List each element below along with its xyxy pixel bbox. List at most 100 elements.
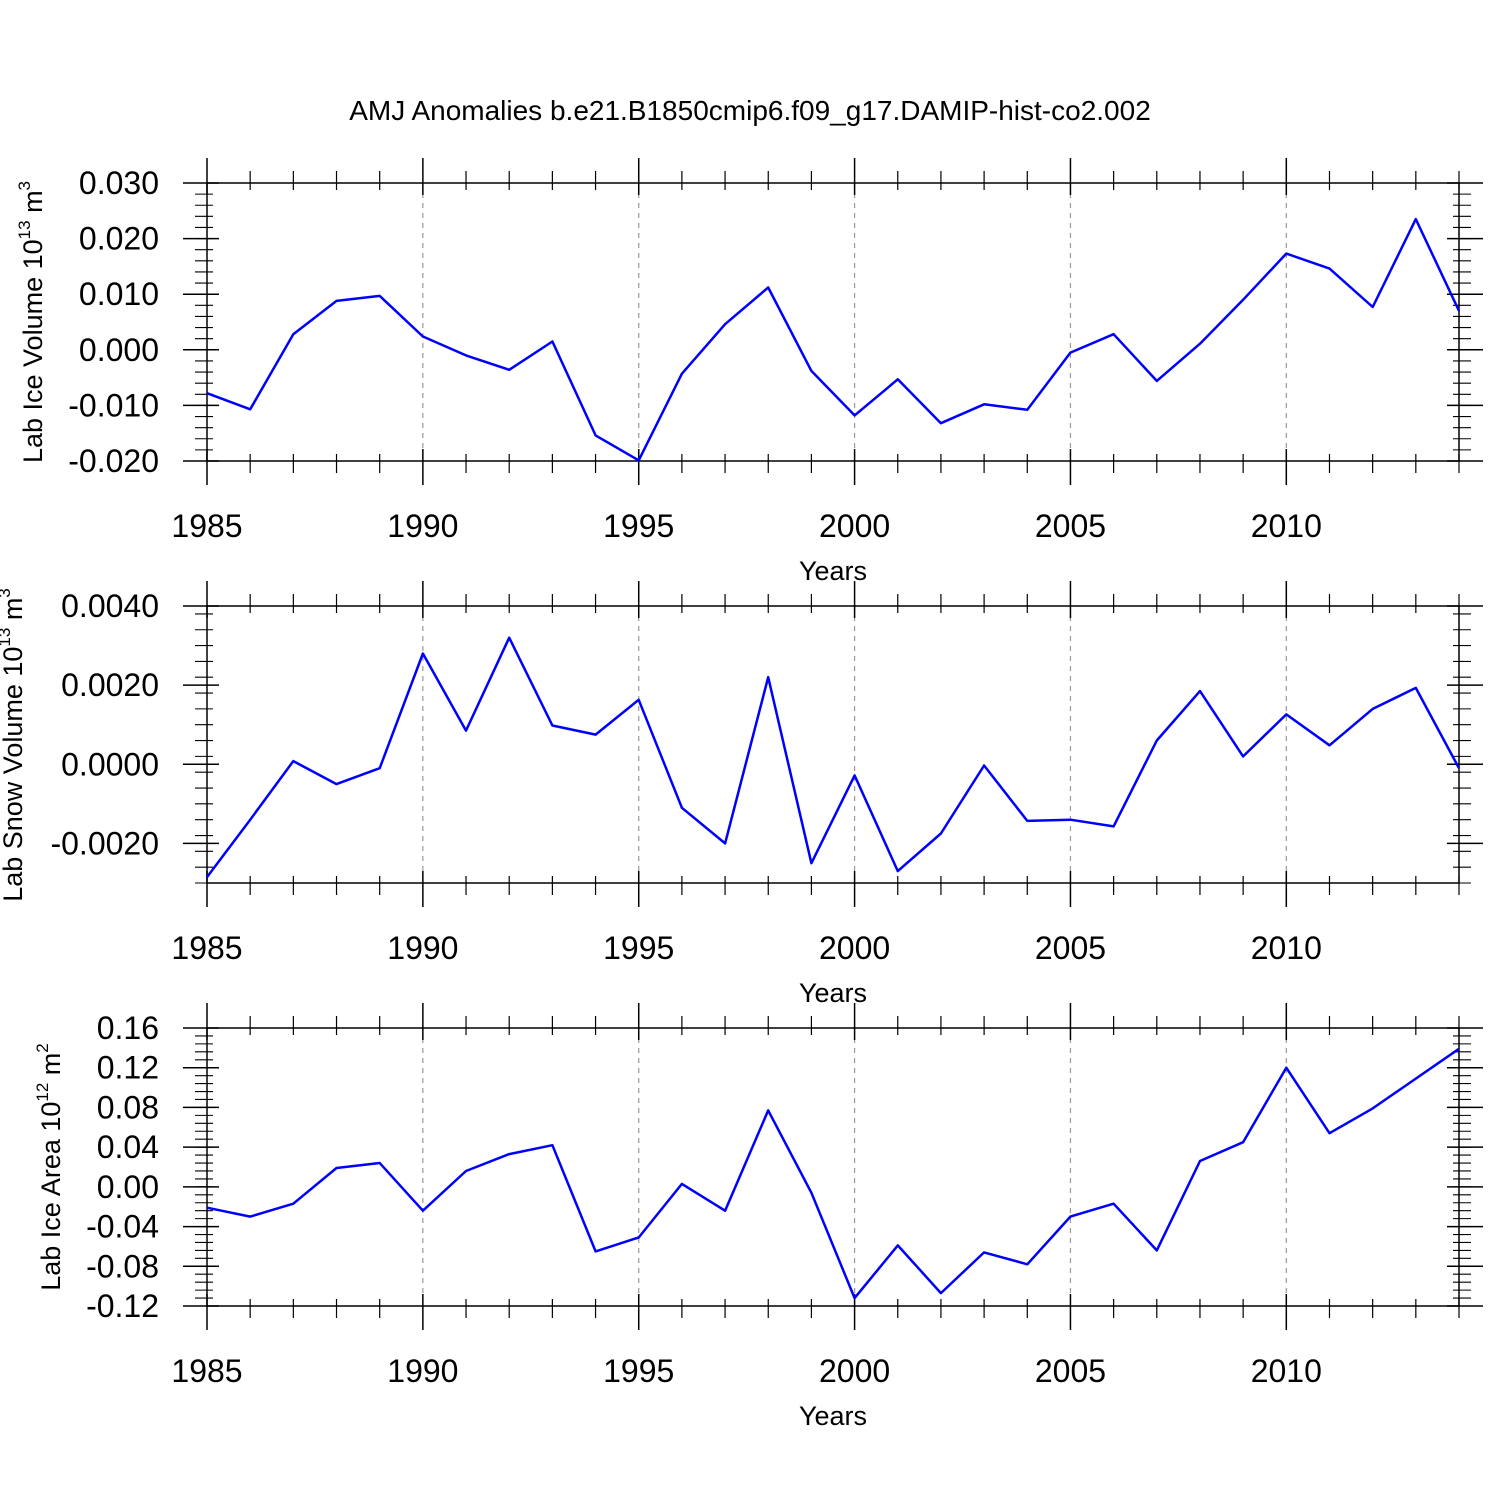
- x-tick-label: 1985: [171, 508, 242, 544]
- data-point: [205, 875, 209, 879]
- y-tick-label: -0.020: [68, 443, 159, 479]
- data-point: [1327, 1131, 1331, 1135]
- y-tick-label: 0.16: [97, 1010, 159, 1046]
- data-point: [1155, 1248, 1159, 1252]
- x-tick-label: 1995: [603, 930, 674, 966]
- data-point: [637, 458, 641, 462]
- panel-lab-ice-area: -0.12 -0.08-0.04 0.00 0.04 0.080.12 0.16 1985 1…: [33, 1003, 1483, 1431]
- x-tick-label: 2010: [1251, 930, 1322, 966]
- data-point: [1284, 252, 1288, 256]
- y-axis-label: Lab Ice Volume 1013 m3: [15, 181, 48, 463]
- data-point: [205, 1206, 209, 1210]
- data-point: [939, 832, 943, 836]
- data-point: [1284, 712, 1288, 716]
- data-point: [1414, 686, 1418, 690]
- x-tick-label: 2005: [1035, 508, 1106, 544]
- y-tick-label: -0.010: [68, 387, 159, 423]
- y-tick-label: 0.0040: [61, 588, 159, 624]
- data-point: [1155, 739, 1159, 743]
- data-point: [896, 377, 900, 381]
- data-point: [594, 433, 598, 437]
- data-point: [1112, 824, 1116, 828]
- data-point: [982, 763, 986, 767]
- x-tick-label: 1985: [171, 1353, 242, 1389]
- data-point: [1327, 267, 1331, 271]
- series-line: [206, 636, 1461, 878]
- plot-frame: [206, 605, 1460, 884]
- data-point: [205, 391, 209, 395]
- data-point: [896, 1243, 900, 1247]
- data-point: [723, 1209, 727, 1213]
- data-point: [335, 1166, 339, 1170]
- y-tick-label: 0.0020: [61, 667, 159, 703]
- series-line: [206, 1047, 1460, 1300]
- plot-frame: [206, 1027, 1460, 1307]
- data-point: [1025, 408, 1029, 412]
- x-tick-label: 1985: [171, 930, 242, 966]
- y-tick-label: 0.010: [79, 276, 159, 312]
- x-tick-label: 2010: [1251, 508, 1322, 544]
- x-axis-label: Years: [799, 1401, 867, 1431]
- x-axis-label: Years: [799, 556, 867, 586]
- y-tick-label: -0.08: [86, 1248, 159, 1284]
- data-point: [896, 869, 900, 873]
- x-tick-label: 2000: [819, 508, 890, 544]
- data-point: [637, 698, 641, 702]
- data-point: [766, 1108, 770, 1112]
- series-line: [206, 217, 1461, 462]
- x-tick-label: 1990: [387, 930, 458, 966]
- data-point: [1371, 707, 1375, 711]
- data-point: [766, 675, 770, 679]
- data-point: [550, 1143, 554, 1147]
- data-point: [1198, 342, 1202, 346]
- data-point: [1457, 766, 1461, 770]
- data-point: [809, 861, 813, 865]
- data-point: [1112, 332, 1116, 336]
- y-tick-label: 0.000: [79, 332, 159, 368]
- data-point: [1457, 309, 1461, 313]
- data-point: [809, 1191, 813, 1195]
- y-tick-label: 0.0000: [61, 746, 159, 782]
- data-point: [1241, 298, 1245, 302]
- y-tick-label: 0.04: [97, 1129, 159, 1165]
- data-point: [421, 1209, 425, 1213]
- data-point: [1068, 818, 1072, 822]
- y-tick-label: 0.08: [97, 1089, 159, 1125]
- data-point: [378, 1161, 382, 1165]
- data-point: [291, 759, 295, 763]
- data-point: [680, 806, 684, 810]
- data-point: [680, 1182, 684, 1186]
- data-point: [464, 729, 468, 733]
- data-point: [421, 651, 425, 655]
- data-point: [464, 1169, 468, 1173]
- data-point: [1068, 1215, 1072, 1219]
- figure-title: AMJ Anomalies b.e21.B1850cmip6.f09_g17.D…: [349, 95, 1151, 126]
- data-point: [291, 332, 295, 336]
- y-tick-label: 0.020: [79, 221, 159, 257]
- x-tick-label: 1995: [603, 1353, 674, 1389]
- data-point: [853, 773, 857, 777]
- data-point: [1371, 1106, 1375, 1110]
- panel-lab-snow-volume: -0.0020 0.0000 0.0020 0.0040 1985 1990 1995 200…: [0, 581, 1483, 1008]
- data-point: [421, 334, 425, 338]
- y-tick-label: 0.00: [97, 1169, 159, 1205]
- data-point: [809, 369, 813, 373]
- x-tick-label: 1990: [387, 508, 458, 544]
- x-tick-label: 1995: [603, 508, 674, 544]
- x-tick-label: 2010: [1251, 1353, 1322, 1389]
- y-tick-label: 0.030: [79, 165, 159, 201]
- data-point: [1155, 379, 1159, 383]
- panel-lab-ice-volume: -0.020 -0.010 0.000 0.010 0.020 0.030 1985 1990…: [15, 158, 1483, 586]
- data-point: [1025, 1262, 1029, 1266]
- y-tick-label: 0.12: [97, 1050, 159, 1086]
- data-point: [335, 299, 339, 303]
- data-point: [1198, 1159, 1202, 1163]
- data-point: [723, 841, 727, 845]
- data-point: [1327, 743, 1331, 747]
- x-tick-label: 2005: [1035, 1353, 1106, 1389]
- y-tick-label: -0.04: [86, 1209, 159, 1245]
- data-point: [1241, 754, 1245, 758]
- data-point: [507, 368, 511, 372]
- data-point: [507, 1152, 511, 1156]
